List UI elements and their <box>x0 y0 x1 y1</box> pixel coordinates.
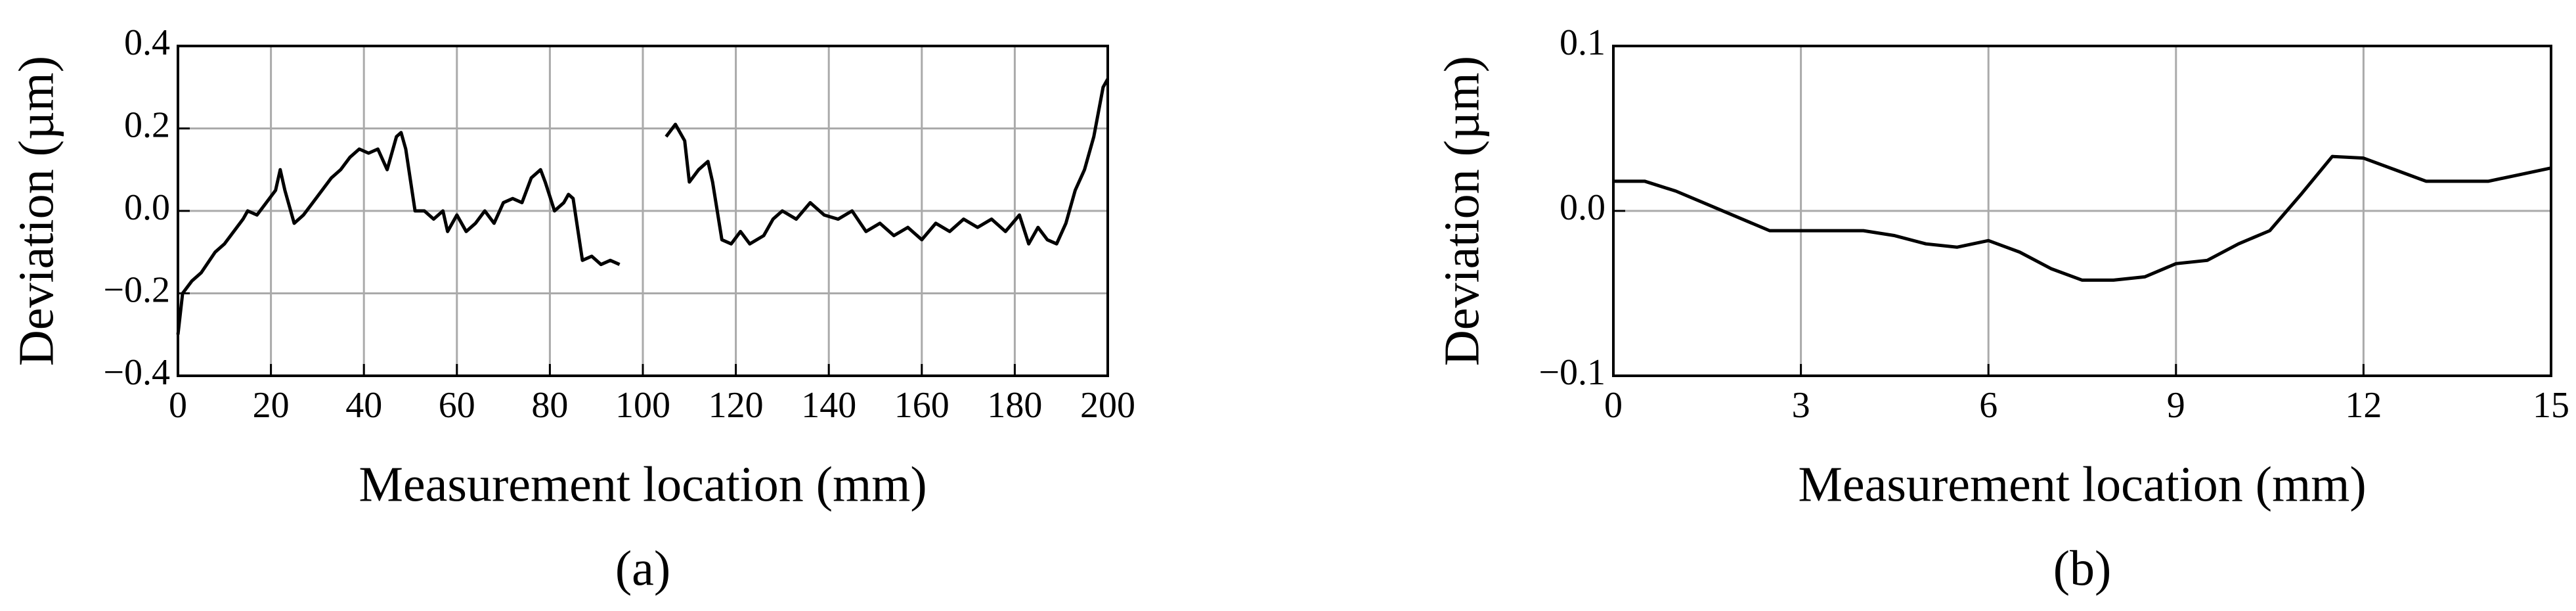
y-tick-label: 0.0 <box>1560 187 1605 228</box>
y-tick-label: −0.4 <box>103 352 170 393</box>
y-tick-label: 0.1 <box>1560 22 1605 63</box>
plot-frame <box>1612 45 2552 377</box>
x-tick-label: 0 <box>169 385 187 426</box>
y-axis-label: Deviation (µm) <box>9 56 64 366</box>
caption: (a) <box>615 541 670 596</box>
y-tick-label: −0.2 <box>103 269 170 310</box>
y-axis-label: Deviation (µm) <box>1434 56 1489 366</box>
x-tick-label: 140 <box>801 385 856 426</box>
plot-frame <box>177 45 1109 377</box>
x-tick-label: 100 <box>615 385 670 426</box>
x-tick-label: 6 <box>1979 385 1997 426</box>
x-tick-label: 160 <box>894 385 950 426</box>
x-tick-label: 40 <box>345 385 382 426</box>
x-tick-label: 15 <box>2533 385 2569 426</box>
x-tick-label: 9 <box>2167 385 2185 426</box>
x-tick-label: 180 <box>987 385 1042 426</box>
y-tick-label: 0.2 <box>124 104 170 145</box>
x-tick-label: 200 <box>1080 385 1135 426</box>
x-tick-label: 0 <box>1604 385 1623 426</box>
x-tick-label: 80 <box>531 385 568 426</box>
x-tick-label: 60 <box>439 385 475 426</box>
y-tick-label: 0.4 <box>124 22 170 63</box>
y-tick-label: −0.1 <box>1539 352 1605 393</box>
caption: (b) <box>2053 541 2112 596</box>
x-axis-label: Measurement location (mm) <box>1798 457 2366 512</box>
x-tick-label: 3 <box>1792 385 1810 426</box>
x-tick-label: 20 <box>253 385 290 426</box>
data-line <box>176 78 1110 335</box>
y-tick-label: 0.0 <box>124 187 170 228</box>
x-axis-label: Measurement location (mm) <box>359 457 927 512</box>
x-tick-label: 12 <box>2345 385 2382 426</box>
x-tick-label: 120 <box>709 385 764 426</box>
data-line <box>1613 154 2552 282</box>
